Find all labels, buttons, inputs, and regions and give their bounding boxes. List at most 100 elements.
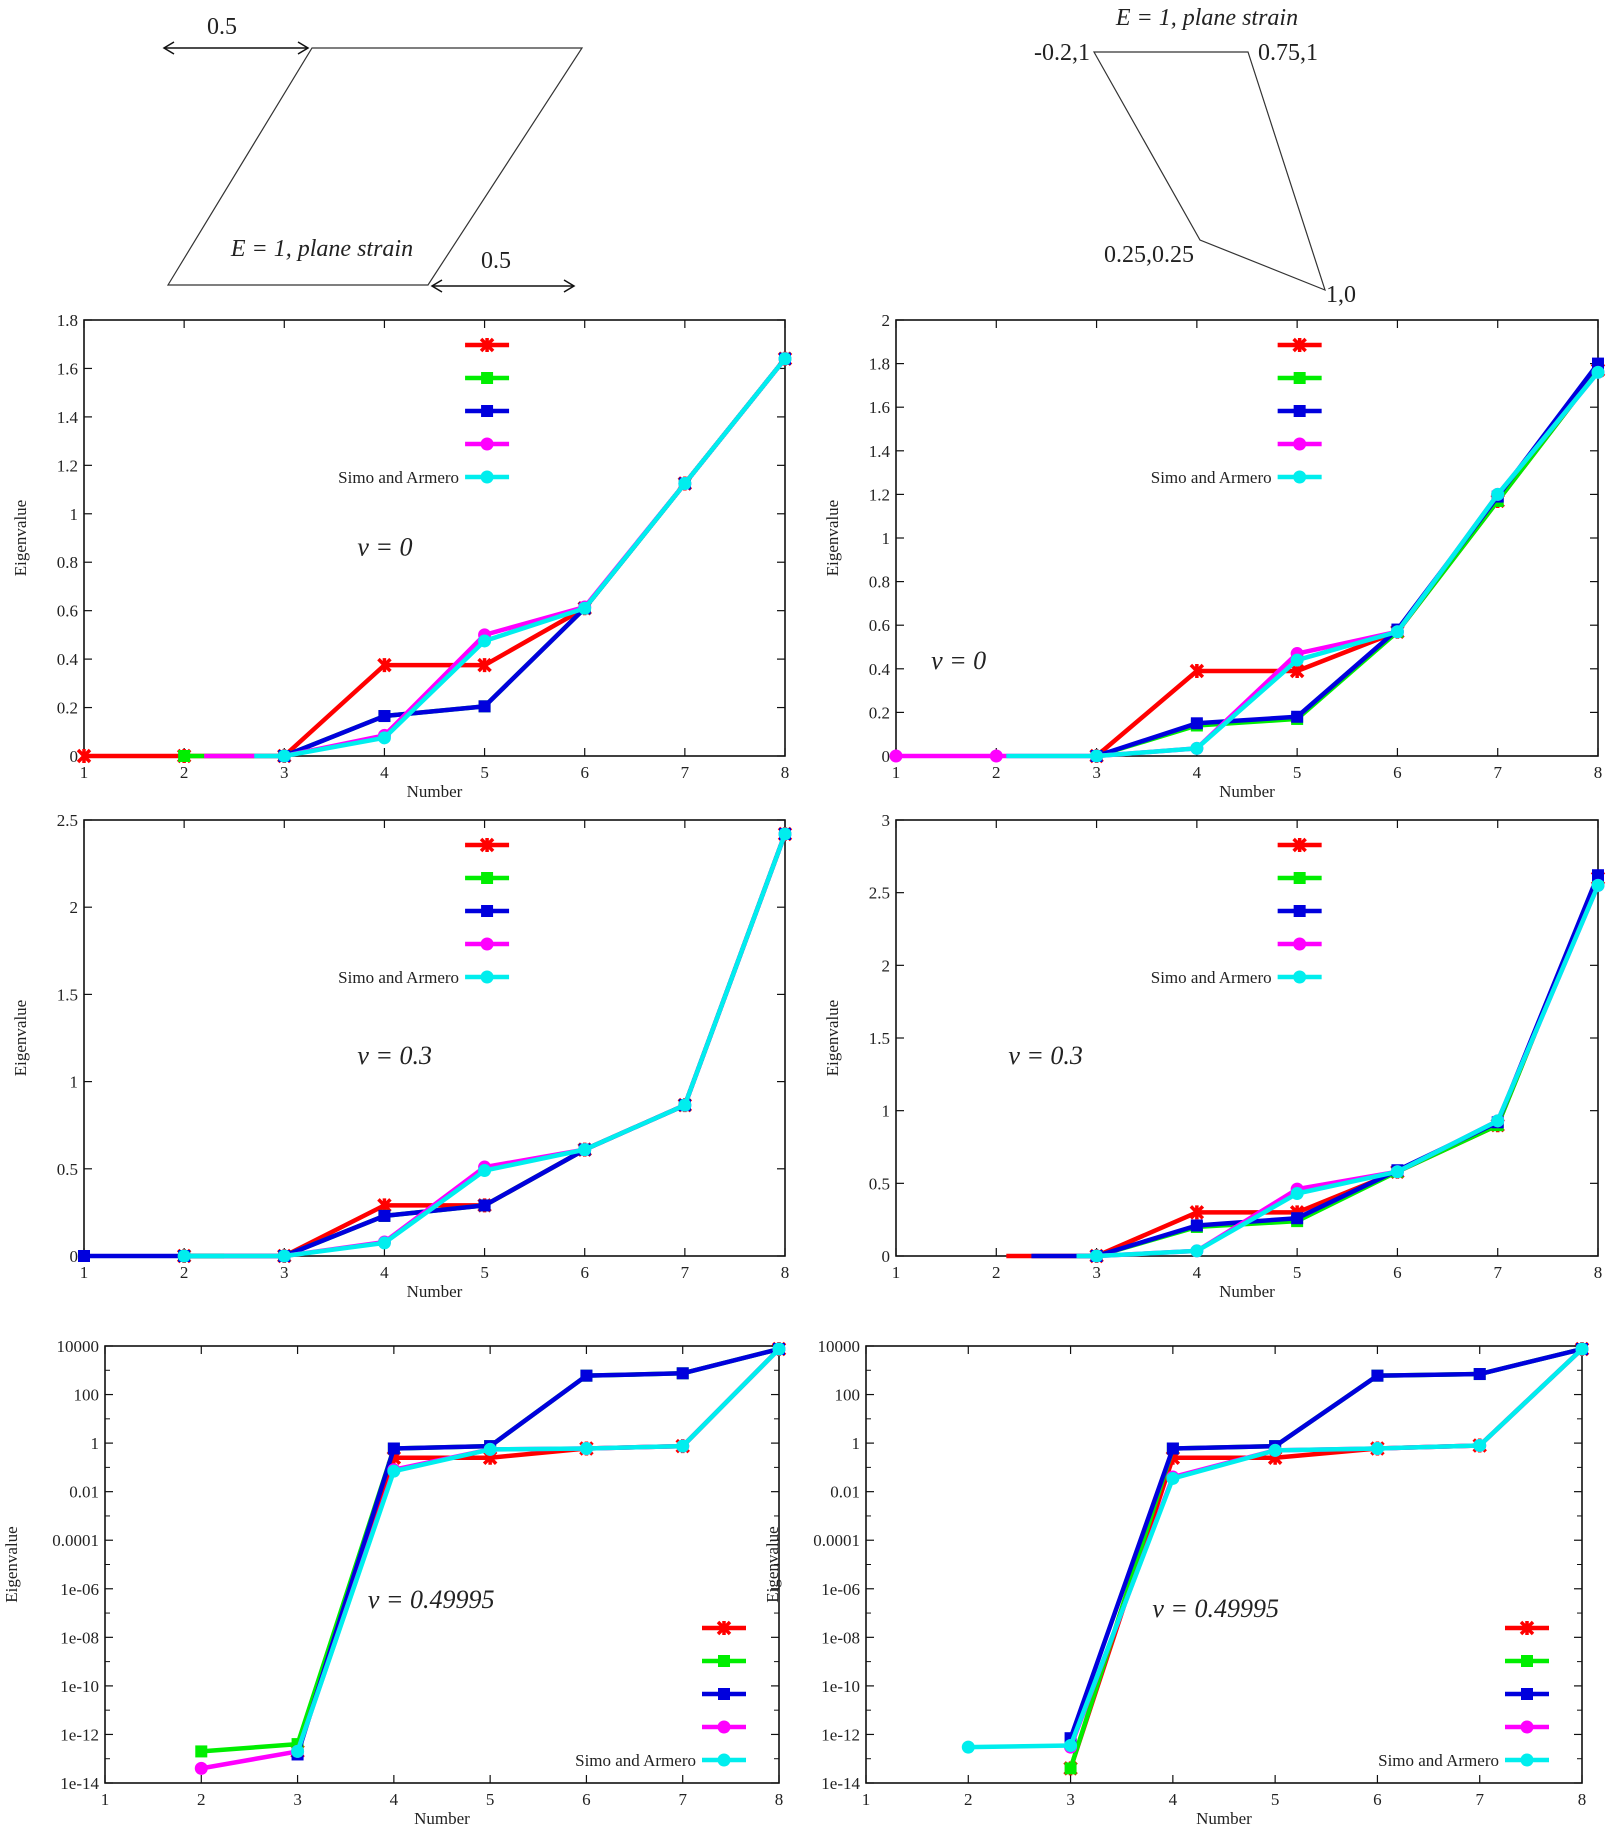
y-tick-label: 1 <box>91 1434 100 1453</box>
legend-item <box>1277 872 1322 884</box>
y-tick-label: 0.8 <box>57 553 78 572</box>
x-tick-label: 7 <box>681 763 690 782</box>
data-point-circle <box>1520 1753 1534 1767</box>
data-point-cross <box>479 337 495 353</box>
series-line <box>295 1347 781 1753</box>
y-tick-label: 0.01 <box>69 1483 99 1502</box>
x-axis-label: Number <box>414 1809 470 1828</box>
data-point-circle <box>1268 1443 1282 1457</box>
y-axis-label: Eigenvalue <box>823 1000 842 1076</box>
data-point-circle <box>1293 937 1307 951</box>
legend-item <box>465 372 510 384</box>
legend-item <box>465 872 510 884</box>
y-tick-label: 0 <box>882 1247 891 1266</box>
legend-item <box>702 1655 746 1667</box>
y-tick-label: 0.0001 <box>52 1531 99 1550</box>
legend-item: Simo and Armero <box>1151 968 1322 987</box>
y-tick-label: 1e-10 <box>821 1677 860 1696</box>
series-line <box>295 1346 780 1756</box>
y-tick-label: 1e-08 <box>60 1628 99 1647</box>
series-5 <box>961 1342 1589 1754</box>
legend-item <box>465 437 510 451</box>
x-tick-label: 7 <box>681 1263 690 1282</box>
legend: Simo and Armero <box>338 337 510 487</box>
y-tick-label: 10000 <box>818 1337 861 1356</box>
data-point-circle <box>778 827 792 841</box>
data-point-circle <box>1473 1438 1487 1452</box>
x-axis-label: Number <box>1219 782 1275 801</box>
data-point-circle <box>1491 487 1505 501</box>
legend: Simo and Armero <box>1151 337 1322 487</box>
data-point-circle <box>578 601 592 615</box>
data-point-circle <box>778 352 792 366</box>
y-tick-label: 0 <box>882 747 891 766</box>
legend: Simo and Armero <box>1378 1620 1549 1770</box>
data-point-square <box>481 905 494 917</box>
data-point-cross <box>716 1620 732 1636</box>
x-tick-label: 5 <box>480 763 489 782</box>
data-point-circle <box>478 1164 492 1178</box>
data-point-square <box>1291 1212 1304 1225</box>
plot-frame <box>895 319 1599 757</box>
data-point-square <box>1371 1369 1384 1382</box>
data-point-circle <box>676 1439 690 1453</box>
data-point-square <box>1293 872 1306 884</box>
dimension-arrow-bottom <box>430 279 576 293</box>
x-tick-label: 5 <box>486 1790 495 1809</box>
y-tick-label: 1.6 <box>869 398 890 417</box>
data-point-circle <box>1293 437 1307 451</box>
legend-item: Simo and Armero <box>1378 1751 1549 1770</box>
y-tick-label: 1e-14 <box>60 1774 99 1793</box>
data-point-cross <box>76 748 92 764</box>
y-tick-label: 1 <box>70 1073 79 1092</box>
x-tick-label: 4 <box>380 1263 389 1282</box>
y-tick-label: 1.2 <box>57 456 78 475</box>
series-1 <box>176 826 793 1264</box>
y-tick-label: 2 <box>882 311 891 330</box>
x-axis-label: Number <box>1196 1809 1252 1828</box>
plot-frame <box>865 1345 1583 1784</box>
legend-item: Simo and Armero <box>575 1751 746 1770</box>
legend: Simo and Armero <box>338 837 510 987</box>
series-line <box>1095 362 1600 759</box>
series-5 <box>291 1342 786 1758</box>
data-point-circle <box>1190 1244 1204 1258</box>
series-4 <box>1090 878 1605 1263</box>
y-tick-label: 3 <box>882 811 891 830</box>
series-5 <box>254 352 792 763</box>
y-tick-label: 1e-08 <box>821 1628 860 1647</box>
y-tick-label: 2.5 <box>57 811 78 830</box>
legend-item: Simo and Armero <box>1151 468 1322 487</box>
data-point-cross <box>377 657 392 673</box>
y-tick-label: 1e-12 <box>60 1725 99 1744</box>
chart-panel-left-nu049995: 1 2 3 4 5 6 7 8 1e-14 1e-12 1e-10 1e-08 1e-06 0.0001 0… <box>2 1337 787 1828</box>
y-tick-label: 0.6 <box>57 602 78 621</box>
data-point-cross <box>1519 1620 1535 1636</box>
x-tick-label: 6 <box>1373 1790 1382 1809</box>
series-4 <box>204 352 792 763</box>
legend-label: Simo and Armero <box>338 468 459 487</box>
series-line <box>968 1347 1584 1750</box>
data-point-square <box>178 750 191 762</box>
x-axis-label: Number <box>407 782 463 801</box>
legend: Simo and Armero <box>1151 837 1322 987</box>
series-line <box>184 357 787 759</box>
data-point-circle <box>717 1753 731 1767</box>
series-line <box>1095 368 1600 759</box>
y-tick-label: 10000 <box>57 1337 100 1356</box>
series-2 <box>195 1343 785 1758</box>
y-tick-label: 0.8 <box>869 573 890 592</box>
diagram-title-right: E = 1, plane strain <box>1115 5 1298 31</box>
y-tick-label: 0.4 <box>869 660 891 679</box>
plot-frame <box>104 1345 780 1784</box>
x-tick-label: 3 <box>1092 763 1101 782</box>
legend-label: Simo and Armero <box>1151 968 1272 987</box>
data-point-circle <box>578 1143 592 1157</box>
legend-item: Simo and Armero <box>338 968 510 987</box>
data-point-cross <box>1189 1205 1205 1220</box>
annotation-poisson-ratio: ν = 0.49995 <box>368 1585 495 1614</box>
plot-frame <box>83 319 786 757</box>
y-tick-label: 0.5 <box>869 1174 890 1193</box>
series-line <box>1068 1346 1583 1739</box>
series-1 <box>1089 362 1606 764</box>
